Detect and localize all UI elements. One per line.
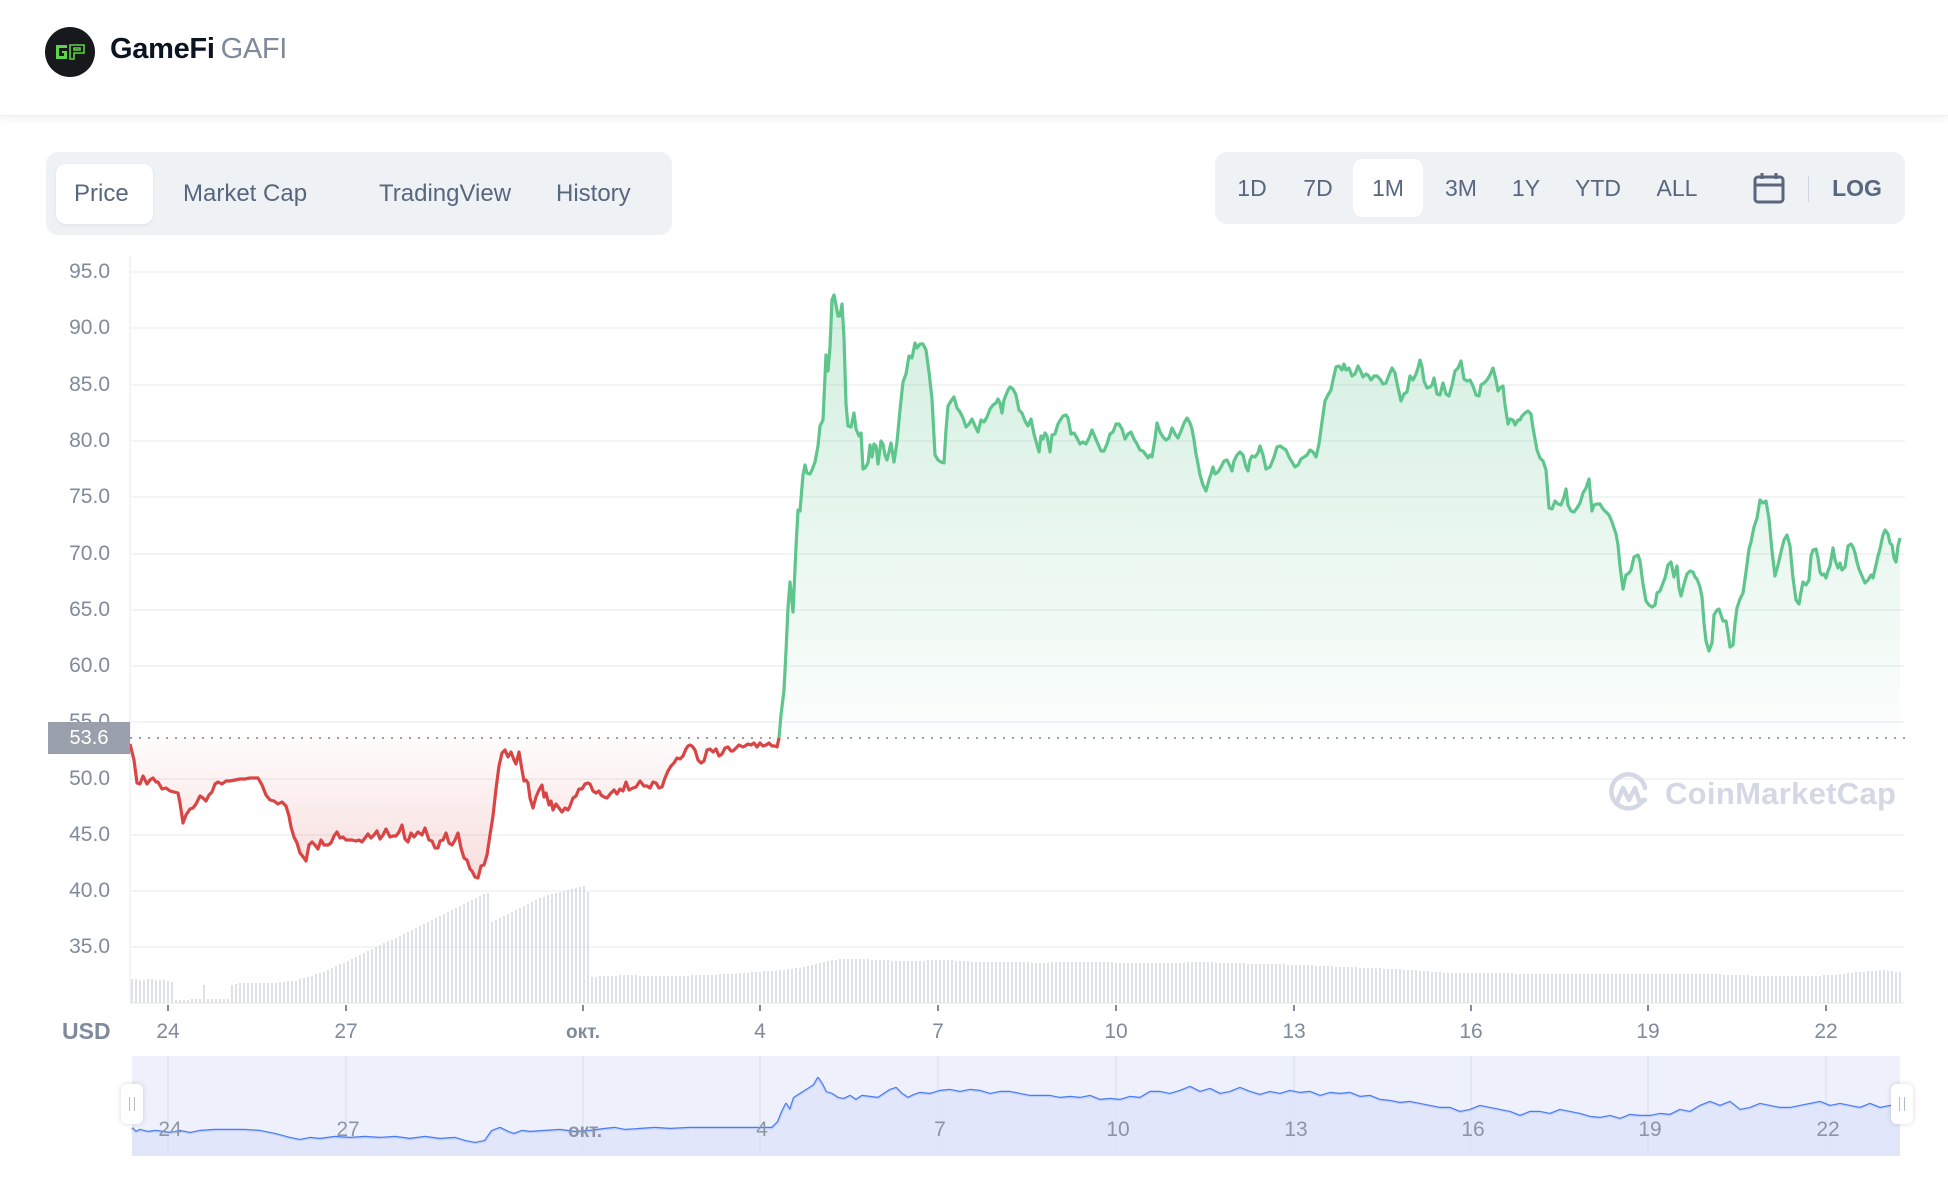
range-1y-button[interactable]: 1Y xyxy=(1511,175,1541,201)
price-above-baseline xyxy=(130,293,1902,738)
tab-tradingview[interactable]: TradingView xyxy=(379,180,512,207)
y-tick-35: 35.0 xyxy=(69,935,110,958)
y-tick-70: 70.0 xyxy=(69,542,110,565)
price-below-baseline xyxy=(130,738,1902,880)
navigator-tick: 7 xyxy=(934,1118,946,1141)
y-tick-75: 75.0 xyxy=(69,485,110,508)
range-3m-button[interactable]: 3M xyxy=(1445,175,1477,201)
x-tick: 27 xyxy=(334,1020,358,1043)
y-tick-50: 50.0 xyxy=(69,767,110,790)
y-tick-45: 45.0 xyxy=(69,823,110,846)
y-tick-60: 60.0 xyxy=(69,654,110,677)
coinmarketcap-watermark: CoinMarketCap xyxy=(1605,770,1896,818)
navigator-tick: 24 xyxy=(158,1118,182,1141)
grip-icon xyxy=(129,1097,135,1111)
time-range-selector: 1D 7D 1M 3M 1Y YTD ALL LOG xyxy=(1215,152,1905,224)
range-1m-button[interactable]: 1M xyxy=(1353,159,1423,217)
navigator-tick: 27 xyxy=(336,1118,360,1141)
coin-title: GameFi GAFI xyxy=(110,33,287,66)
currency-label: USD xyxy=(62,1018,111,1044)
navigator-tick: 10 xyxy=(1106,1118,1130,1141)
x-axis-ticks xyxy=(167,1005,1827,1011)
volume-bars xyxy=(131,886,1901,1003)
coin-symbol: GAFI xyxy=(220,33,288,65)
y-tick-95: 95.0 xyxy=(69,260,110,283)
gamefi-logo-icon xyxy=(45,27,95,77)
navigator-tick: 13 xyxy=(1284,1118,1308,1141)
navigator-tick-month: окт. xyxy=(567,1121,603,1142)
x-tick: 4 xyxy=(754,1020,766,1043)
x-tick: 10 xyxy=(1104,1020,1128,1043)
grip-icon xyxy=(1899,1097,1905,1111)
chart-type-tabs: Price Market Cap TradingView History xyxy=(46,152,672,235)
tab-history[interactable]: History xyxy=(556,180,631,207)
navigator-tick: 19 xyxy=(1638,1118,1662,1141)
gf-glyph-icon xyxy=(56,44,85,60)
x-tick: 16 xyxy=(1459,1020,1483,1043)
navigator-tick: 22 xyxy=(1816,1118,1840,1141)
page-header: GameFi GAFI xyxy=(0,0,1948,116)
log-scale-toggle[interactable]: LOG xyxy=(1832,175,1882,201)
y-tick-90: 90.0 xyxy=(69,316,110,339)
range-ytd-button[interactable]: YTD xyxy=(1575,175,1621,201)
range-1d-button[interactable]: 1D xyxy=(1237,175,1267,201)
y-tick-85: 85.0 xyxy=(69,373,110,396)
calendar-icon[interactable] xyxy=(1752,172,1786,204)
coinmarketcap-logo-icon xyxy=(1609,772,1648,811)
range-navigator xyxy=(131,1056,1901,1156)
navigator-tick: 4 xyxy=(756,1118,768,1141)
y-tick-80: 80.0 xyxy=(69,429,110,452)
x-tick: 22 xyxy=(1814,1020,1838,1043)
navigator-left-handle[interactable] xyxy=(121,1084,143,1124)
x-tick: 24 xyxy=(156,1020,180,1043)
current-price-badge: 53.6 xyxy=(48,722,130,754)
coin-name: GameFi xyxy=(110,33,215,65)
y-tick-65: 65.0 xyxy=(69,598,110,621)
range-all-button[interactable]: ALL xyxy=(1656,175,1698,201)
range-divider xyxy=(1808,176,1809,202)
x-tick: 13 xyxy=(1282,1020,1306,1043)
x-tick-month: окт. xyxy=(565,1022,601,1043)
x-tick: 7 xyxy=(932,1020,944,1043)
y-tick-40: 40.0 xyxy=(69,879,110,902)
tab-price[interactable]: Price xyxy=(56,164,153,224)
navigator-right-handle[interactable] xyxy=(1891,1084,1913,1124)
range-7d-button[interactable]: 7D xyxy=(1303,175,1333,201)
x-tick: 19 xyxy=(1636,1020,1660,1043)
tab-market-cap[interactable]: Market Cap xyxy=(183,180,308,207)
navigator-tick: 16 xyxy=(1461,1118,1485,1141)
